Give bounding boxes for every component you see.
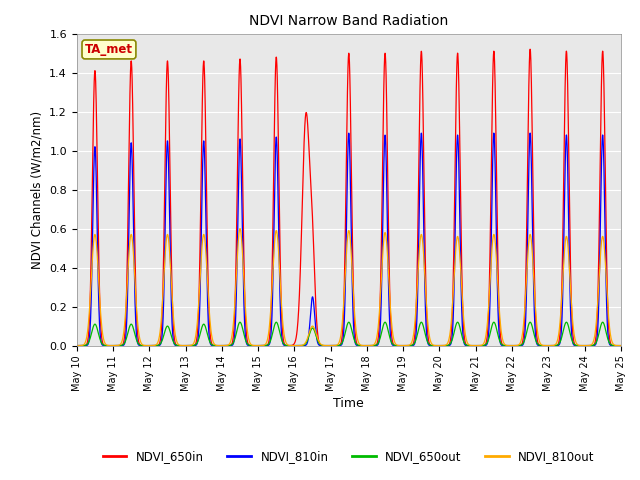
NDVI_810in [617, 343, 625, 348]
NDVI_650in [607, 339, 614, 345]
NDVI_650out [305, 333, 313, 339]
NDVI_810out [607, 332, 614, 337]
NDVI_810in [135, 342, 143, 348]
NDVI_810out [167, 276, 175, 282]
NDVI_650out [617, 343, 625, 348]
Text: TA_met: TA_met [85, 43, 133, 56]
NDVI_650in [135, 340, 143, 346]
NDVI_650out [73, 343, 81, 348]
NDVI_650in [548, 343, 556, 348]
NDVI_650out [599, 319, 607, 325]
NDVI_650out [135, 341, 143, 347]
NDVI_810in [305, 330, 313, 336]
NDVI_810out [73, 343, 81, 348]
NDVI_810in [282, 343, 289, 348]
Line: NDVI_810in: NDVI_810in [77, 133, 621, 346]
NDVI_650out [548, 343, 556, 348]
NDVI_810out [326, 343, 334, 348]
Line: NDVI_810out: NDVI_810out [77, 228, 621, 346]
NDVI_650in [305, 145, 313, 151]
X-axis label: Time: Time [333, 397, 364, 410]
NDVI_650out [282, 342, 289, 348]
Line: NDVI_650out: NDVI_650out [77, 322, 621, 346]
NDVI_810out [236, 226, 244, 231]
NDVI_650in [617, 343, 625, 348]
Title: NDVI Narrow Band Radiation: NDVI Narrow Band Radiation [249, 14, 449, 28]
NDVI_650out [607, 341, 614, 347]
NDVI_810in [167, 293, 175, 299]
NDVI_650in [73, 343, 81, 348]
NDVI_650in [167, 242, 175, 248]
NDVI_810in [526, 130, 534, 136]
NDVI_650in [526, 47, 534, 52]
NDVI_810out [135, 331, 143, 336]
NDVI_810in [548, 343, 556, 348]
NDVI_810out [282, 338, 289, 344]
NDVI_810in [607, 342, 614, 348]
Y-axis label: NDVI Channels (W/m2/nm): NDVI Channels (W/m2/nm) [31, 110, 44, 269]
NDVI_810out [548, 343, 556, 348]
Line: NDVI_650in: NDVI_650in [77, 49, 621, 346]
NDVI_650in [282, 342, 289, 348]
NDVI_650out [167, 332, 175, 338]
NDVI_810out [305, 330, 313, 336]
NDVI_810out [617, 343, 625, 348]
Legend: NDVI_650in, NDVI_810in, NDVI_650out, NDVI_810out: NDVI_650in, NDVI_810in, NDVI_650out, NDV… [98, 445, 600, 468]
NDVI_810in [73, 343, 81, 348]
